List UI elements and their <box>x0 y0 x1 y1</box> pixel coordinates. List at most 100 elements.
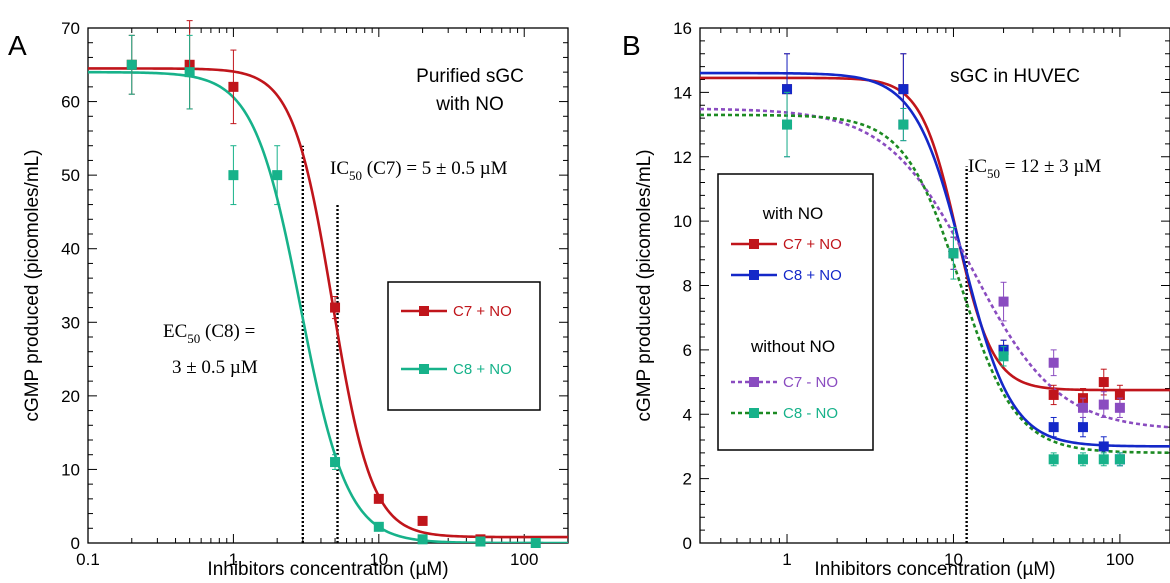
y-axis-label: cGMP produced (picomoles/mL) <box>634 149 655 421</box>
data-point-c8-no <box>1098 454 1109 465</box>
data-point-c8-no <box>373 521 384 532</box>
legend: C7 + NO C8 + NO <box>387 281 541 411</box>
ec50-label-c8-line1-main: EC <box>163 321 187 342</box>
ec50-label-c8-line2: 3 ± 0.5 µM <box>172 357 258 378</box>
data-point-c8-no <box>782 84 793 95</box>
ec50-label-c8-line1-rest: (C8) = <box>200 321 255 342</box>
y-tick-label: 2 <box>683 470 692 489</box>
legend-marker <box>419 306 429 316</box>
y-tick-label: 8 <box>683 277 692 296</box>
legend-marker <box>749 239 759 249</box>
legend-marker <box>749 270 759 280</box>
data-point-c8-no <box>998 351 1009 362</box>
panel-b: 1 10 100 0 2 4 6 8 10 12 14 16 Inhibitors concentrat… <box>622 19 1170 580</box>
y-tick-label: 0 <box>683 534 692 553</box>
fit-curve-c8-no <box>88 70 568 543</box>
data-point-c8-no <box>228 170 239 181</box>
x-tick-label: 10 <box>369 550 388 569</box>
plot-area <box>88 67 568 543</box>
y-tick-label: 10 <box>673 212 692 231</box>
y-tick-label: 40 <box>61 240 80 259</box>
y-tick-label: 60 <box>61 93 80 112</box>
legend-marker <box>749 377 759 387</box>
data-point-c8-no <box>1114 454 1125 465</box>
y-tick-label: 0 <box>71 534 80 553</box>
data-point-c7-no <box>1098 377 1109 388</box>
ec50-label-c8-line1: EC50 (C8) = <box>163 321 255 346</box>
ic50-label-c7-main: IC <box>330 158 349 179</box>
data-point-c8-no <box>126 59 137 70</box>
data-point-c8-no <box>898 119 909 130</box>
plot-frame <box>87 27 569 544</box>
panel-a: 0.1 1 10 100 0 10 20 30 40 50 60 70 Inhibitors conce… <box>8 19 569 580</box>
legend-marker <box>419 364 429 374</box>
legend-label: C7 + NO <box>453 303 512 320</box>
ic50-label-c7-sub: 50 <box>349 168 362 183</box>
legend-group-with-no: with NO <box>762 204 823 223</box>
legend-label: C7 + NO <box>783 236 842 253</box>
ec50-label-c8-line1-sub: 50 <box>187 331 200 346</box>
data-point-c7-no <box>417 515 428 526</box>
fit-curve-c8-no <box>700 71 1170 448</box>
data-point-c7-no <box>1114 389 1125 400</box>
x-axis-label: Inhibitors concentration (µM) <box>814 559 1055 580</box>
data-point-c7-no <box>1114 402 1125 413</box>
data-point-c7-no <box>1048 389 1059 400</box>
y-tick-label: 20 <box>61 387 80 406</box>
fit-curve-c7-no <box>700 107 1170 429</box>
legend: with NO without NO C7 + NO C8 + NO C7 - NO C8… <box>717 173 874 451</box>
y-tick-label: 12 <box>673 148 692 167</box>
legend-label: C8 + NO <box>453 361 512 378</box>
y-tick-label: 30 <box>61 313 80 332</box>
panel-letter: A <box>8 30 27 61</box>
data-point-c8-no <box>475 536 486 547</box>
x-tick-label: 10 <box>944 550 963 569</box>
x-tick-label: 0.1 <box>76 550 100 569</box>
legend-marker <box>749 408 759 418</box>
panel-title: sGC in HUVEC <box>950 66 1080 87</box>
data-point-c8-no <box>184 67 195 78</box>
data-point-c8-no <box>1077 422 1088 433</box>
y-tick-label: 70 <box>61 19 80 38</box>
ic50-label-main: IC <box>968 156 987 177</box>
data-point-c7-no <box>330 302 341 313</box>
legend-label: C8 - NO <box>783 405 838 422</box>
data-point-c7-no <box>1048 357 1059 368</box>
y-tick-label: 50 <box>61 166 80 185</box>
y-tick-label: 10 <box>61 460 80 479</box>
x-tick-label: 1 <box>229 550 238 569</box>
data-point-c7-no <box>373 493 384 504</box>
data-point-c8-no <box>330 457 341 468</box>
x-tick-label: 100 <box>1106 550 1134 569</box>
data-point-c8-no <box>272 170 283 181</box>
data-point-c8-no <box>1048 454 1059 465</box>
legend-label: C7 - NO <box>783 374 838 391</box>
y-axis-label: cGMP produced (picomoles/mL) <box>22 149 43 421</box>
y-tick-label: 6 <box>683 341 692 360</box>
legend-box <box>387 281 541 411</box>
data-point-c8-no <box>1098 441 1109 452</box>
data-point-c8-no <box>417 534 428 545</box>
legend-group-without-no: without NO <box>750 337 835 356</box>
x-axis-label: Inhibitors concentration (µM) <box>207 559 448 580</box>
data-point-c8-no <box>898 84 909 95</box>
data-point-c7-no <box>998 296 1009 307</box>
legend-box <box>717 173 874 451</box>
data-point-c8-no <box>782 119 793 130</box>
y-tick-label: 16 <box>673 19 692 38</box>
panel-letter: B <box>622 30 641 61</box>
ic50-label-c7: IC50 (C7) = 5 ± 0.5 µM <box>330 158 508 183</box>
y-tick-label: 14 <box>673 83 692 102</box>
x-tick-label: 1 <box>782 550 791 569</box>
fit-curve-c8-no <box>700 113 1170 454</box>
data-point-c8-no <box>530 538 541 548</box>
ic50-label-rest: = 12 ± 3 µM <box>1000 156 1101 177</box>
data-point-c8-no <box>1048 422 1059 433</box>
data-point-c7-no <box>1098 399 1109 410</box>
legend-label: C8 + NO <box>783 267 842 284</box>
ic50-label: IC50 = 12 ± 3 µM <box>968 156 1101 181</box>
y-tick-label: 4 <box>683 405 692 424</box>
fit-curve-c7-no <box>88 67 568 539</box>
plot-area <box>700 71 1170 454</box>
